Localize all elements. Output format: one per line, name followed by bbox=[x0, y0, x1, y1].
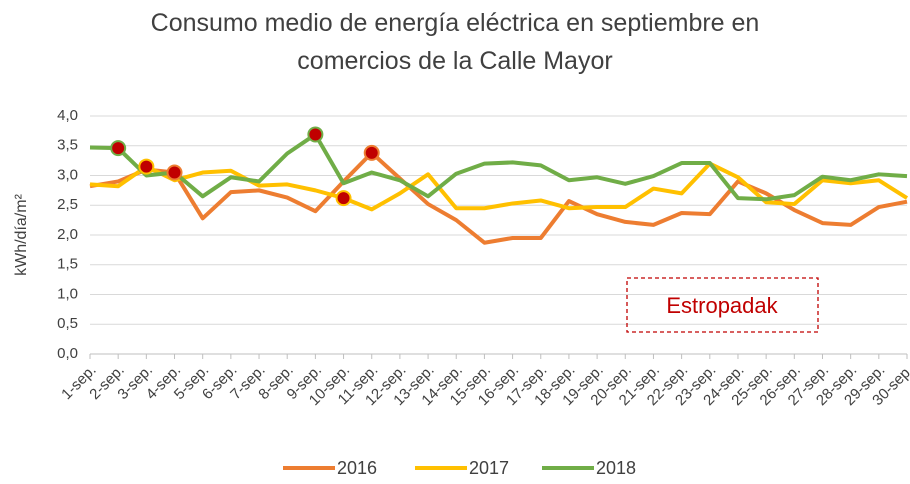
legend-label: 2017 bbox=[469, 458, 509, 478]
series-line bbox=[89, 132, 908, 202]
annotation-box bbox=[626, 277, 819, 333]
y-tick-label: 4,0 bbox=[57, 107, 78, 124]
highlight-marker bbox=[307, 126, 324, 143]
legend-label: 2018 bbox=[596, 458, 636, 478]
y-tick-label: 3,0 bbox=[57, 166, 78, 183]
chart-title: Consumo medio de energía eléctrica en se… bbox=[150, 9, 760, 75]
highlight-marker bbox=[166, 164, 183, 181]
highlight-marker bbox=[363, 144, 380, 161]
legend-label: 2016 bbox=[337, 458, 377, 478]
y-tick-label: 3,5 bbox=[57, 137, 78, 154]
y-axis-label: kWh/día/m² bbox=[13, 193, 30, 275]
highlight-marker bbox=[138, 158, 155, 175]
y-tick-label: 2,5 bbox=[57, 196, 78, 213]
y-tick-label: 2,0 bbox=[57, 226, 78, 243]
series-line bbox=[89, 150, 908, 245]
annotation-text: Estropadak bbox=[666, 293, 778, 318]
y-tick-label: 0,5 bbox=[57, 315, 78, 332]
highlight-marker bbox=[110, 140, 127, 157]
y-tick-label: 0,0 bbox=[57, 345, 78, 362]
y-tick-label: 1,5 bbox=[57, 256, 78, 273]
y-tick-label: 1,0 bbox=[57, 285, 78, 302]
highlight-marker bbox=[335, 190, 352, 207]
series-line bbox=[89, 161, 909, 212]
